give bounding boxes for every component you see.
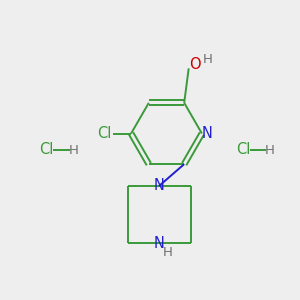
Text: O: O [190,57,201,72]
Text: N: N [154,178,164,194]
Text: H: H [202,53,212,66]
Text: Cl: Cl [236,142,250,158]
Text: H: H [265,143,274,157]
Text: H: H [69,143,78,157]
Text: N: N [154,236,164,250]
Text: Cl: Cl [39,142,54,158]
Text: Cl: Cl [97,126,111,141]
Text: H: H [163,245,173,259]
Text: N: N [202,126,213,141]
